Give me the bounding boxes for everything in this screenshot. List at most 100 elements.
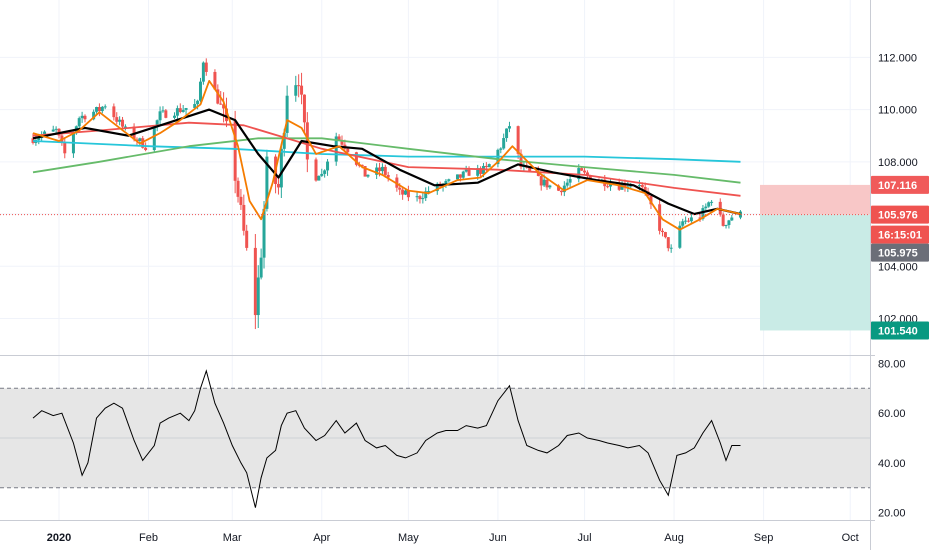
candle-body [366, 174, 370, 177]
time-axis[interactable]: 2020 Feb Mar Apr May Jun Jul Aug Sep Oct [47, 532, 859, 544]
candle-body [219, 103, 223, 105]
candle-body [236, 180, 240, 197]
rsi-tick-label: 80.00 [878, 358, 906, 370]
candle-body [455, 174, 459, 180]
price-tick-label: 110.000 [878, 105, 917, 117]
candle-body [144, 147, 148, 151]
candle-body [686, 220, 690, 222]
candle-body [701, 208, 705, 219]
candle-body [242, 204, 246, 231]
candle-body [487, 164, 491, 168]
candle-body [285, 95, 289, 133]
candle-body [669, 247, 673, 249]
price-tick-label: 112.000 [878, 52, 917, 64]
candle-body [444, 180, 448, 185]
rsi-axis[interactable]: 20.00 40.00 60.00 80.00 [878, 358, 906, 519]
candle-body [158, 111, 162, 121]
candle-body [222, 104, 226, 109]
candle-body [707, 202, 711, 207]
candle-body [738, 211, 742, 218]
candle-body [585, 172, 589, 176]
candle-body [637, 184, 641, 186]
rsi-pane [0, 369, 870, 508]
time-tick-label: Apr [313, 532, 330, 544]
candle-body [718, 201, 722, 215]
candle-body [398, 187, 402, 190]
candle-body [383, 166, 387, 175]
candle-body [386, 174, 390, 178]
rsi-tick-label: 40.00 [878, 458, 906, 470]
candle-body [37, 137, 41, 141]
candle-body [710, 201, 714, 203]
candle-body [583, 170, 587, 173]
ma-line-sma_mid [32, 108, 741, 216]
candle-body [418, 196, 422, 200]
candle-body [161, 110, 165, 112]
candle-body [201, 62, 205, 82]
candle-body [502, 138, 506, 149]
ma-line-ma_cyan [32, 140, 741, 163]
ma-line-ma_red [32, 121, 741, 197]
stop-zone [760, 184, 870, 215]
candle-body [663, 232, 667, 238]
candle-body [184, 107, 188, 110]
candle-body [155, 120, 159, 127]
candle-body [467, 169, 471, 176]
target-price-tag-bg [871, 321, 929, 340]
candle-body [562, 185, 566, 193]
candle-body [727, 220, 731, 226]
candle-body [204, 62, 208, 72]
candle-body [320, 173, 324, 176]
candle-body [300, 85, 304, 95]
candle-body [103, 106, 107, 108]
candle-body [658, 204, 662, 231]
candle-body [326, 161, 330, 171]
candle-body [31, 138, 35, 143]
candle-body [721, 214, 725, 226]
candle-body [704, 206, 708, 209]
candle-body [588, 175, 592, 181]
time-tick-label: Aug [664, 532, 684, 544]
candle-body [224, 108, 228, 122]
candle-body [95, 107, 99, 112]
candle-body [100, 106, 104, 112]
candle-body [112, 106, 116, 118]
candle-body [360, 164, 364, 167]
candle-body [661, 230, 665, 233]
candle-body [378, 167, 382, 172]
moving-averages [32, 80, 741, 231]
candle-body [536, 171, 540, 177]
candle-body [97, 107, 101, 112]
candle-body [259, 257, 263, 278]
candle-body [557, 185, 561, 191]
candle-body [334, 136, 338, 162]
rsi-line [32, 369, 741, 508]
candle-body [617, 183, 621, 190]
price-tick-label: 104.000 [878, 261, 918, 273]
target-zone [760, 214, 870, 331]
candle-body [421, 198, 425, 200]
candle-body [499, 148, 503, 150]
candle-body [118, 119, 122, 122]
candle-body [92, 111, 96, 120]
candle-body [435, 183, 439, 192]
candle-body [516, 126, 520, 154]
candle-body [239, 196, 243, 205]
candle-body [461, 171, 465, 178]
time-tick-label: Oct [842, 532, 859, 544]
candle-body [115, 117, 119, 122]
candle-body [479, 168, 483, 174]
stop-price-tag-bg [871, 175, 929, 194]
candle-body [51, 129, 55, 132]
candle-body [666, 237, 670, 249]
candle-body [458, 174, 462, 178]
candles [31, 58, 742, 330]
candle-body [606, 186, 610, 188]
candle-body [294, 85, 298, 96]
candle-body [406, 190, 410, 198]
time-tick-label: Sep [754, 532, 774, 544]
candle-body [689, 217, 693, 222]
ma-line-ma_green [32, 137, 741, 184]
candle-body [415, 196, 419, 198]
